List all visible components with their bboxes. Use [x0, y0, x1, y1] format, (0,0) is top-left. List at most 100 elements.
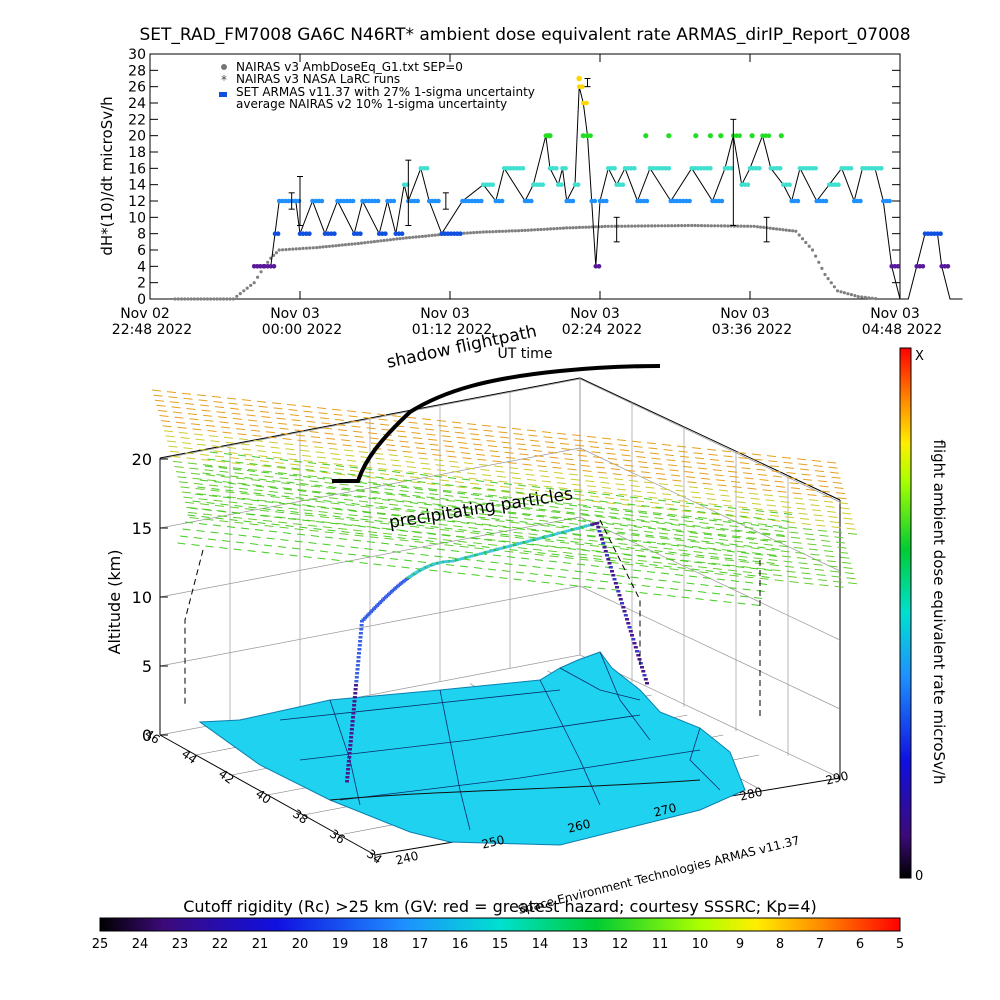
particle-dash — [727, 507, 737, 509]
particle-dash — [421, 467, 432, 470]
flight-path-point — [349, 732, 354, 735]
particle-dash — [415, 496, 426, 499]
nairas-v3-point — [388, 238, 392, 242]
y-tick-label: 4 — [137, 259, 146, 275]
particle-dash — [229, 506, 240, 509]
particle-dash — [738, 555, 748, 558]
particle-dash — [374, 520, 383, 522]
armas-point — [481, 182, 486, 187]
armas-point — [405, 182, 410, 187]
particle-dash — [714, 523, 724, 526]
armas-point — [319, 198, 325, 204]
particle-dash — [591, 451, 601, 454]
flight-path-point — [608, 566, 613, 569]
particle-dash — [735, 545, 745, 548]
nairas-v3-point — [593, 225, 598, 229]
particle-dash — [834, 536, 844, 539]
particle-dash — [711, 592, 721, 595]
flight-path-point — [367, 612, 372, 615]
particle-dash — [401, 566, 410, 569]
particle-dash — [534, 559, 544, 561]
particle-dash — [517, 497, 528, 500]
particle-dash — [799, 567, 810, 570]
particle-dash — [352, 430, 363, 433]
particle-dash — [573, 490, 583, 493]
particle-dash — [667, 513, 678, 516]
particle-dash — [177, 476, 187, 479]
particle-dash — [151, 389, 162, 392]
particle-dash — [666, 515, 676, 517]
particle-dash — [366, 427, 376, 430]
particle-dash — [606, 452, 616, 455]
particle-dash — [198, 523, 208, 525]
particle-dash — [789, 482, 799, 485]
particle-dash — [525, 543, 535, 546]
particle-dash — [591, 550, 601, 552]
legend-text-3: average NAIRAS v2 10% 1-sigma uncertaint… — [236, 97, 507, 111]
particle-dash — [238, 487, 249, 490]
particle-dash — [829, 521, 840, 524]
particle-dash — [322, 543, 331, 546]
particle-dash — [759, 479, 769, 481]
particle-dash — [400, 445, 411, 448]
particle-dash — [228, 501, 238, 504]
particle-dash — [744, 526, 754, 529]
particle-dash — [691, 545, 702, 548]
particle-dash — [291, 467, 300, 470]
particle-dash — [561, 525, 570, 528]
particle-dash — [661, 529, 671, 531]
particle-dash — [157, 409, 168, 412]
particle-dash — [632, 569, 642, 572]
armas-point — [879, 166, 884, 171]
particle-dash — [633, 526, 643, 528]
particle-dash — [262, 421, 273, 424]
particle-dash — [358, 482, 368, 484]
particle-dash — [442, 440, 453, 443]
flight-path-point — [561, 530, 566, 534]
altitude-tick-label: 10 — [132, 588, 152, 607]
particle-dash — [319, 417, 330, 420]
particle-dash — [189, 507, 199, 510]
projection-lines — [184, 519, 761, 720]
particle-dash — [585, 529, 595, 532]
flight-path-point — [566, 529, 570, 533]
nairas-v3-point — [526, 228, 530, 232]
ground-track — [329, 779, 701, 801]
x-tick-label-time: 03:36 2022 — [712, 322, 792, 338]
particle-dash — [466, 472, 477, 475]
particle-dash — [532, 566, 541, 568]
particle-dash — [361, 510, 372, 513]
particle-dash — [516, 443, 526, 446]
particle-dash — [697, 591, 707, 593]
particle-dash — [309, 431, 319, 433]
particle-dash — [414, 541, 424, 543]
particle-dash — [348, 415, 358, 418]
particle-dash — [589, 544, 600, 547]
particle-dash — [511, 477, 522, 480]
particle-dash — [834, 487, 844, 489]
particle-dash — [550, 461, 561, 464]
particle-dash — [775, 485, 786, 488]
particle-dash — [576, 499, 586, 501]
nairas-v3-point — [420, 234, 424, 238]
particle-dash — [453, 476, 463, 478]
particle-dash — [304, 415, 315, 418]
particle-dash — [669, 588, 679, 590]
particle-dash — [426, 496, 435, 499]
flight-path-point — [563, 530, 568, 533]
latitude-tick-label: 42 — [216, 767, 237, 787]
particle-dash — [415, 447, 426, 450]
particle-dash — [694, 506, 705, 509]
particle-dash — [412, 535, 423, 538]
particle-dash — [213, 481, 223, 483]
particle-dash — [556, 482, 567, 485]
particle-dash — [427, 488, 438, 491]
particle-dash — [487, 543, 498, 546]
particle-dash — [703, 537, 714, 540]
particle-dash — [414, 442, 424, 445]
particle-dash — [537, 465, 547, 468]
nairas-v3-point — [706, 224, 710, 228]
particle-dash — [513, 482, 523, 485]
particle-dash — [347, 473, 356, 476]
